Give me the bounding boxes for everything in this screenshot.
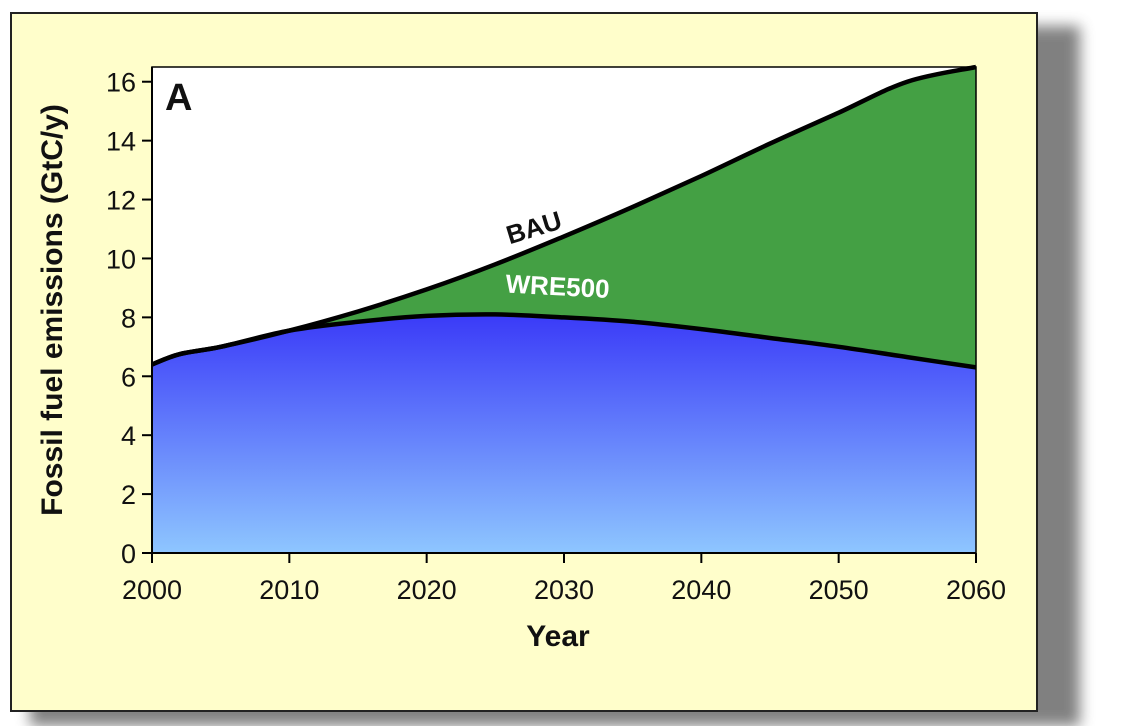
y-axis-title: Fossil fuel emissions (GtC/y) (36, 104, 69, 516)
x-axis-title: Year (526, 620, 590, 653)
wre500-area (152, 314, 976, 553)
panel-label: A (165, 77, 192, 119)
x-tick-label: 2020 (397, 575, 457, 605)
y-tick-label: 10 (106, 244, 136, 274)
x-tick-label: 2010 (259, 575, 319, 605)
x-tick-label: 2000 (122, 575, 182, 605)
emissions-chart: 2000 2010 2020 2030 2040 2050 2060 0 2 4 6 8 10 12 14… (36, 64, 1006, 653)
x-tick-label: 2030 (534, 575, 594, 605)
y-tick-label: 4 (121, 421, 136, 451)
bau-area (152, 67, 976, 368)
wre500-line (151, 312, 977, 370)
y-tick-label: 8 (121, 303, 136, 333)
wre500-label: WRE500 (505, 269, 610, 304)
y-tick-label: 14 (106, 127, 136, 157)
y-tick-label: 16 (106, 68, 136, 98)
x-tick-label: 2060 (946, 575, 1006, 605)
y-tick-label: 12 (106, 186, 136, 216)
y-tick-label: 0 (121, 539, 136, 569)
x-tick-label: 2050 (809, 575, 869, 605)
y-tick-label: 2 (121, 480, 136, 510)
y-tick-label: 6 (121, 362, 136, 392)
x-tick-label: 2040 (671, 575, 731, 605)
